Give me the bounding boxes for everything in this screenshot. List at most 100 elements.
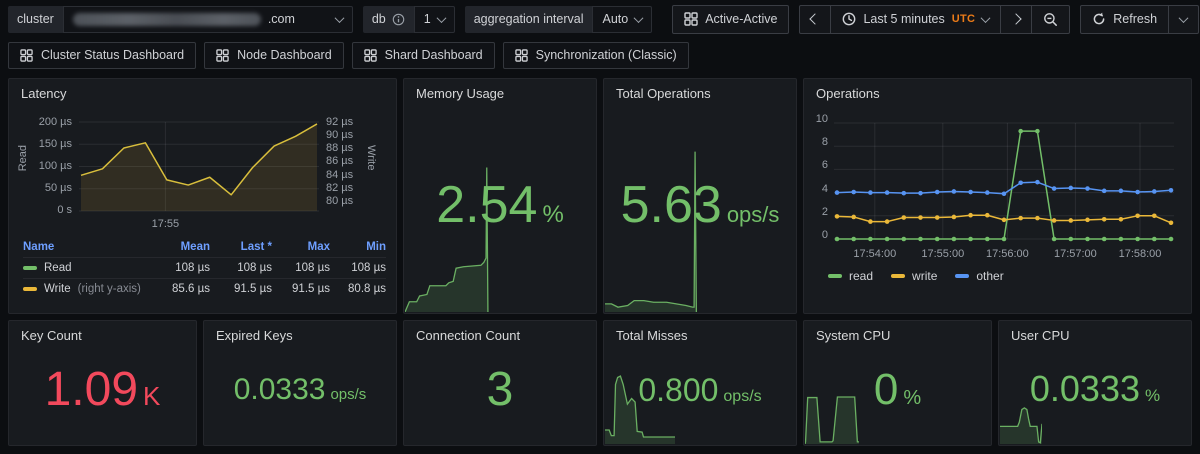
db-control: db 1 xyxy=(362,5,455,33)
zoom-out-icon xyxy=(1044,12,1058,26)
stat-value: 0 xyxy=(873,365,899,414)
total-misses-sparkline xyxy=(605,374,675,444)
stat-value: 1.09 xyxy=(44,363,139,416)
operations-legend: read write other xyxy=(828,269,1183,283)
cluster-select[interactable]: .com xyxy=(62,5,353,33)
time-range-picker[interactable]: Last 5 minutes UTC xyxy=(831,4,1002,34)
legend-series-other[interactable]: other xyxy=(955,269,1004,283)
series-color-swatch xyxy=(955,274,970,278)
panel-title[interactable]: System CPU xyxy=(816,328,891,343)
grid-icon xyxy=(216,48,229,62)
panel-title[interactable]: Expired Keys xyxy=(216,328,293,343)
panel-expired-keys: Expired Keys 0.0333 ops/s xyxy=(203,320,397,446)
chevron-down-icon xyxy=(436,12,447,23)
x-axis-tick: 17:54:00 xyxy=(853,248,897,260)
legend-value: 80.8 µs xyxy=(330,278,386,299)
latency-legend-table: Name Mean Last * Max Min Read 108 µs 108… xyxy=(23,239,386,299)
stat-value: 0.0333 xyxy=(233,373,326,406)
panel-system-cpu: System CPU 0 % xyxy=(803,320,992,446)
right-axis-label: Write xyxy=(365,145,377,171)
panel-title[interactable]: Memory Usage xyxy=(416,86,505,101)
stat-value: 0.800 xyxy=(638,372,719,408)
x-axis-tick: 17:55 xyxy=(151,218,180,230)
legend-header[interactable]: Min xyxy=(366,241,386,253)
time-controls: Last 5 minutes UTC xyxy=(799,4,1071,34)
grid-icon xyxy=(514,48,528,62)
operations-line-chart xyxy=(834,122,1174,242)
x-axis-tick: 17:56:00 xyxy=(985,248,1029,260)
legend-value: 108 µs xyxy=(148,257,210,278)
panel-connection-count: Connection Count 3 xyxy=(403,320,597,446)
time-forward-button[interactable] xyxy=(1001,4,1033,34)
grid-icon xyxy=(363,48,377,62)
cluster-value-suffix: .com xyxy=(267,12,295,26)
latency-plot-area[interactable]: 17:55 xyxy=(79,119,319,230)
right-axis-ticks: 92 µs 90 µs 88 µs 86 µs 84 µs 82 µs 80 µ… xyxy=(326,116,354,207)
tab-shard-dashboard[interactable]: Shard Dashboard xyxy=(351,41,495,69)
operations-plot-area[interactable] xyxy=(834,117,1174,245)
panel-grid: Latency Read 200 µs 150 µs 100 µs 50 µs … xyxy=(8,78,1192,446)
chevron-down-icon xyxy=(334,12,345,23)
legend-value: 108 µs xyxy=(210,257,272,278)
latency-chart: Read 200 µs 150 µs 100 µs 50 µs 0 s 17:5… xyxy=(17,116,390,230)
chevron-down-icon xyxy=(633,12,644,23)
db-label: db xyxy=(362,5,414,33)
latency-line-chart xyxy=(79,121,319,212)
active-active-button[interactable]: Active-Active xyxy=(672,4,790,34)
panel-user-cpu: User CPU 0.0333 % xyxy=(998,320,1192,446)
memory-usage-sparkline xyxy=(405,166,551,312)
cluster-control: cluster .com xyxy=(8,5,353,33)
aggregation-interval-control: aggregation interval Auto xyxy=(464,5,653,33)
zoom-out-button[interactable] xyxy=(1032,4,1071,34)
time-back-button[interactable] xyxy=(799,4,832,34)
panel-title[interactable]: Latency xyxy=(21,86,67,101)
panel-total-operations: Total Operations 5.63 ops/s xyxy=(603,78,797,314)
panel-title[interactable]: Key Count xyxy=(21,328,82,343)
legend-header[interactable]: Mean xyxy=(180,241,210,253)
legend-value: 85.6 µs xyxy=(148,278,210,299)
tab-node-dashboard[interactable]: Node Dashboard xyxy=(204,41,344,69)
legend-series-read[interactable]: read xyxy=(828,269,873,283)
legend-series-read[interactable]: Read xyxy=(23,257,148,278)
refresh-interval-dropdown[interactable] xyxy=(1169,4,1200,34)
chevron-left-icon xyxy=(809,13,822,25)
panel-key-count: Key Count 1.09 K xyxy=(8,320,197,446)
x-axis-tick: 17:55:00 xyxy=(921,248,965,260)
legend-series-write[interactable]: write xyxy=(891,269,937,283)
stat-unit: ops/s xyxy=(330,386,367,403)
tab-cluster-status-dashboard[interactable]: Cluster Status Dashboard xyxy=(8,41,197,69)
cluster-label: cluster xyxy=(8,5,63,33)
panel-title[interactable]: Total Misses xyxy=(616,328,688,343)
series-color-swatch xyxy=(828,274,842,278)
legend-header[interactable]: Last * xyxy=(240,241,272,253)
panel-title[interactable]: User CPU xyxy=(1011,328,1070,343)
tab-synchronization-classic[interactable]: Synchronization (Classic) xyxy=(502,41,689,69)
series-color-swatch xyxy=(23,266,37,270)
legend-series-write[interactable]: Write (right y-axis) xyxy=(23,278,148,299)
series-color-swatch xyxy=(23,287,37,291)
panel-title[interactable]: Total Operations xyxy=(616,86,711,101)
refresh-button[interactable]: Refresh xyxy=(1080,4,1170,34)
panel-memory-usage: Memory Usage 2.54 % xyxy=(403,78,597,314)
panel-title[interactable]: Operations xyxy=(816,86,880,101)
panel-latency: Latency Read 200 µs 150 µs 100 µs 50 µs … xyxy=(8,78,397,314)
legend-header[interactable]: Name xyxy=(23,241,55,253)
series-color-swatch xyxy=(891,274,906,278)
panel-title[interactable]: Connection Count xyxy=(416,328,521,343)
aggregation-interval-label: aggregation interval xyxy=(464,5,593,33)
legend-header[interactable]: Max xyxy=(307,241,330,253)
info-icon xyxy=(392,13,404,25)
x-axis-tick: 17:58:00 xyxy=(1118,248,1162,260)
stat-value: 3 xyxy=(486,363,514,416)
toolbar: cluster .com db 1 a xyxy=(0,0,1200,38)
legend-value: 108 µs xyxy=(330,257,386,278)
db-select[interactable]: 1 xyxy=(413,5,455,33)
grid-icon xyxy=(20,48,33,62)
legend-value: 91.5 µs xyxy=(210,278,272,299)
x-axis-ticks: 17:54:00 17:55:00 17:56:00 17:57:00 17:58:00 xyxy=(834,245,1174,261)
refresh-icon xyxy=(1093,12,1105,25)
y-axis-ticks: 10 8 6 4 2 0 xyxy=(815,113,828,241)
aggregation-interval-select[interactable]: Auto xyxy=(592,5,653,33)
operations-chart: 10 8 6 4 2 0 17:54:00 17:55:00 17:56:00 17:… xyxy=(814,113,1183,283)
legend-value: 91.5 µs xyxy=(272,278,330,299)
